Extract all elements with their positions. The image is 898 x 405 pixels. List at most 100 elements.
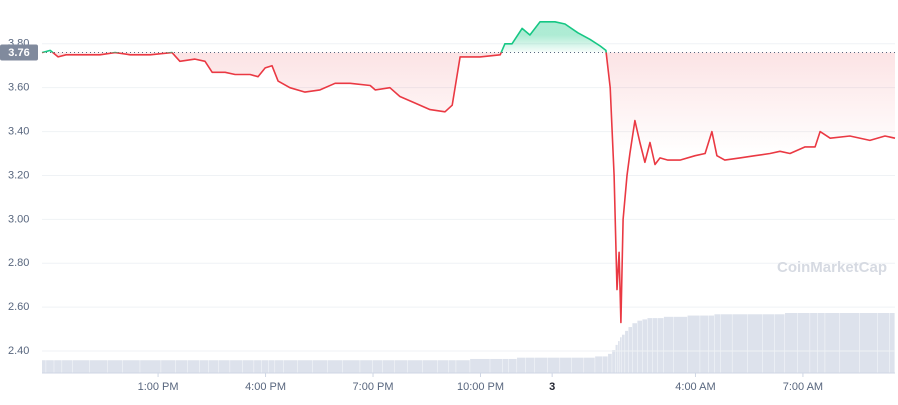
volume-bar (140, 360, 161, 373)
y-tick-label: 3.00 (8, 213, 29, 225)
watermark: CoinMarketCap (777, 259, 887, 276)
grid-layer: 2.402.602.803.003.203.403.603.801:00 PM 4… (8, 38, 895, 393)
volume-bar (90, 360, 108, 373)
volume-bar (595, 356, 603, 373)
volume-bar (625, 330, 629, 373)
volume-bar (175, 360, 188, 373)
volume-bar (275, 360, 284, 373)
volume-bar (517, 357, 526, 373)
volume-bar (810, 313, 818, 373)
volume-bar (327, 360, 343, 373)
x-tick-label: 7:00 PM (353, 381, 394, 393)
volume-bar (297, 360, 313, 373)
volume-bar (603, 356, 608, 373)
price-line (41, 21, 896, 324)
volume-bar (187, 360, 200, 373)
baseline-label: 3.76 (8, 47, 29, 59)
volume-bar (647, 318, 653, 373)
y-tick-label: 3.40 (8, 125, 29, 137)
volume-bar (525, 357, 535, 373)
volume-bar (42, 360, 46, 373)
volume-layer (42, 313, 895, 373)
price-area (42, 21, 895, 323)
volume-bar (394, 360, 408, 373)
volume-bar (312, 360, 328, 373)
volume-bar (747, 314, 763, 373)
volume-bar (637, 320, 643, 373)
volume-bar (502, 358, 509, 373)
volume-bar (470, 358, 490, 373)
volume-bar (608, 353, 612, 373)
volume-bar (762, 314, 775, 373)
y-tick-label: 3.20 (8, 169, 29, 181)
volume-bar (54, 360, 62, 373)
volume-bar (840, 313, 860, 373)
volume-bar (663, 316, 674, 373)
volume-bar (161, 360, 176, 373)
volume-bar (877, 313, 890, 373)
volume-bar (490, 358, 503, 373)
volume-bar (534, 357, 548, 373)
volume-bar (230, 360, 243, 373)
volume-bar (642, 319, 648, 373)
volume-bar (714, 314, 721, 373)
volume-bar (652, 318, 658, 373)
volume-bar (708, 315, 715, 373)
volume-bar (732, 314, 747, 373)
volume-bar (628, 327, 633, 373)
volume-bar (720, 314, 732, 373)
volume-bar (632, 323, 638, 373)
volume-bar (797, 313, 810, 373)
x-tick-label: 3 (549, 381, 555, 393)
volume-bar (508, 358, 517, 373)
volume-bar (208, 360, 219, 373)
volume-bar (622, 334, 625, 373)
volume-bar (407, 360, 423, 373)
y-tick-label: 3.60 (8, 82, 29, 94)
y-tick-label: 2.40 (8, 345, 29, 357)
volume-bar (785, 313, 798, 373)
volume-bar (122, 360, 140, 373)
volume-bar (615, 344, 618, 373)
volume-bar (825, 313, 840, 373)
volume-bar (547, 357, 560, 373)
x-tick-label: 10:00 PM (457, 381, 504, 393)
plot-layer: 3.76 (0, 21, 896, 324)
volume-bar (448, 360, 456, 373)
volume-bar (372, 360, 383, 373)
baseline-badge (0, 44, 38, 61)
volume-bar (261, 360, 269, 373)
volume-bar (107, 360, 123, 373)
volume-bar (612, 350, 616, 373)
volume-bar (360, 360, 373, 373)
volume-bar (254, 360, 262, 373)
volume-bar (72, 360, 90, 373)
volume-bar (571, 357, 584, 373)
volume-bar (774, 314, 785, 373)
volume-bar (584, 357, 595, 373)
volume-bar (700, 315, 709, 373)
volume-bar (657, 318, 664, 373)
volume-bar (437, 360, 449, 373)
volume-bar (283, 360, 298, 373)
volume-bar (62, 360, 73, 373)
volume-bar (456, 360, 470, 373)
volume-bar (199, 360, 209, 373)
volume-bar (268, 360, 275, 373)
volume-bar (687, 315, 700, 373)
x-tick-label: 4:00 AM (675, 381, 715, 393)
volume-bar (342, 360, 360, 373)
volume-bar (218, 360, 230, 373)
volume-bar (618, 341, 620, 373)
volume-bar (382, 360, 395, 373)
volume-bar (889, 313, 895, 373)
y-tick-label: 2.80 (8, 257, 29, 269)
x-tick-label: 1:00 PM (138, 381, 179, 393)
volume-bar (673, 316, 688, 373)
volume-bar (422, 360, 438, 373)
volume-bar (859, 313, 878, 373)
y-tick-label: 2.60 (8, 301, 29, 313)
volume-bar (242, 360, 254, 373)
